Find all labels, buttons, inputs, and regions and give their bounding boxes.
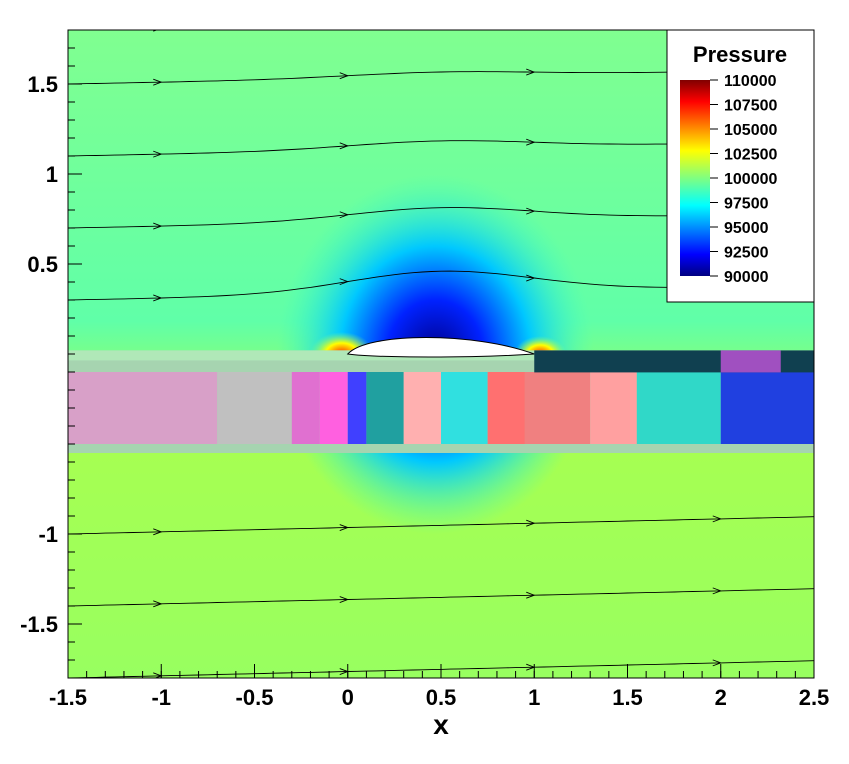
band-purple-strip	[720, 350, 781, 373]
y-axis: 1.5 1 0.5 -1 -1.5	[20, 47, 82, 661]
streamline-arrow	[153, 78, 163, 86]
band-block	[68, 372, 218, 444]
streamline	[68, 516, 814, 535]
streamline-arrow	[713, 14, 721, 20]
x-axis: -1.5 -1 -0.5 0 0.5 1 1.5 2 2.5	[49, 664, 829, 710]
streamline-arrow	[339, 596, 350, 603]
colorbar-legend: Pressure 110000 107500 105000 102500 100000 9…	[666, 29, 815, 303]
streamline-arrow	[153, 600, 163, 608]
colorbar-label: 92500	[724, 245, 769, 262]
streamline-arrow	[526, 16, 534, 22]
x-tick-label: 2	[715, 685, 727, 710]
x-tick-label: 2.5	[799, 685, 830, 710]
x-axis-title: x	[433, 709, 449, 740]
colorbar-gradient	[680, 80, 710, 276]
colorbar-labels: 110000 107500 105000 102500 100000 97500 95000…	[710, 73, 777, 286]
streamline-arrow	[526, 207, 536, 215]
streamline-arrow	[153, 222, 163, 230]
x-tick-label: 1	[528, 685, 540, 710]
band-block	[319, 372, 348, 444]
streamline-arrow	[339, 142, 350, 150]
streamline-arrow	[339, 524, 350, 531]
band-block	[217, 372, 292, 444]
band-block	[590, 372, 637, 444]
y-tick-label: 1.5	[27, 72, 58, 97]
streamline-arrow	[339, 211, 350, 219]
y-tick-label: -1	[38, 522, 58, 547]
colorbar-label: 95000	[724, 220, 769, 237]
band-block	[636, 372, 721, 444]
band-block	[403, 372, 441, 444]
band-block	[720, 372, 814, 444]
x-tick-label: -1.5	[49, 685, 87, 710]
streamline-arrow	[712, 515, 723, 523]
band-block	[366, 372, 404, 444]
streamline-arrow	[153, 294, 163, 302]
y-tick-label: 1	[46, 162, 58, 187]
wake-artifact-band	[68, 350, 814, 453]
colorbar-label: 107500	[724, 98, 777, 115]
colorbar-label: 97500	[724, 196, 769, 213]
colorbar-title: Pressure	[693, 42, 787, 67]
x-tick-label: 1.5	[612, 685, 643, 710]
x-tick-label: 0.5	[426, 685, 457, 710]
x-tick-label: -0.5	[236, 685, 274, 710]
streamline-arrow	[526, 591, 536, 599]
y-tick-label: 0.5	[27, 252, 58, 277]
streamline	[68, 30, 92, 31]
streamline-arrow	[712, 587, 723, 595]
colorbar-label: 90000	[724, 269, 769, 286]
streamline-arrow	[526, 138, 536, 146]
band-block	[524, 372, 591, 444]
band-block	[487, 372, 525, 444]
streamline-arrow	[526, 274, 536, 282]
streamline-arrow	[712, 659, 723, 667]
band-block	[291, 372, 320, 444]
streamline-arrow	[153, 528, 163, 536]
colorbar-label: 105000	[724, 122, 777, 139]
streamline	[68, 588, 814, 607]
colorbar-label: 110000	[724, 73, 777, 90]
band-block	[347, 372, 367, 444]
x-tick-label: 0	[342, 685, 354, 710]
streamline-arrow	[526, 519, 536, 527]
streamline-arrow	[153, 150, 163, 158]
colorbar-label: 102500	[724, 147, 777, 164]
streamline-arrow	[340, 20, 348, 26]
colorbar-label: 100000	[724, 171, 777, 188]
streamline-arrow	[339, 72, 350, 80]
x-tick-label: -1	[151, 685, 171, 710]
airfoil-shape	[346, 337, 535, 358]
y-tick-label: -1.5	[20, 612, 58, 637]
streamline-arrow	[339, 278, 350, 286]
streamline-arrow	[526, 68, 536, 76]
band-block	[441, 372, 488, 444]
